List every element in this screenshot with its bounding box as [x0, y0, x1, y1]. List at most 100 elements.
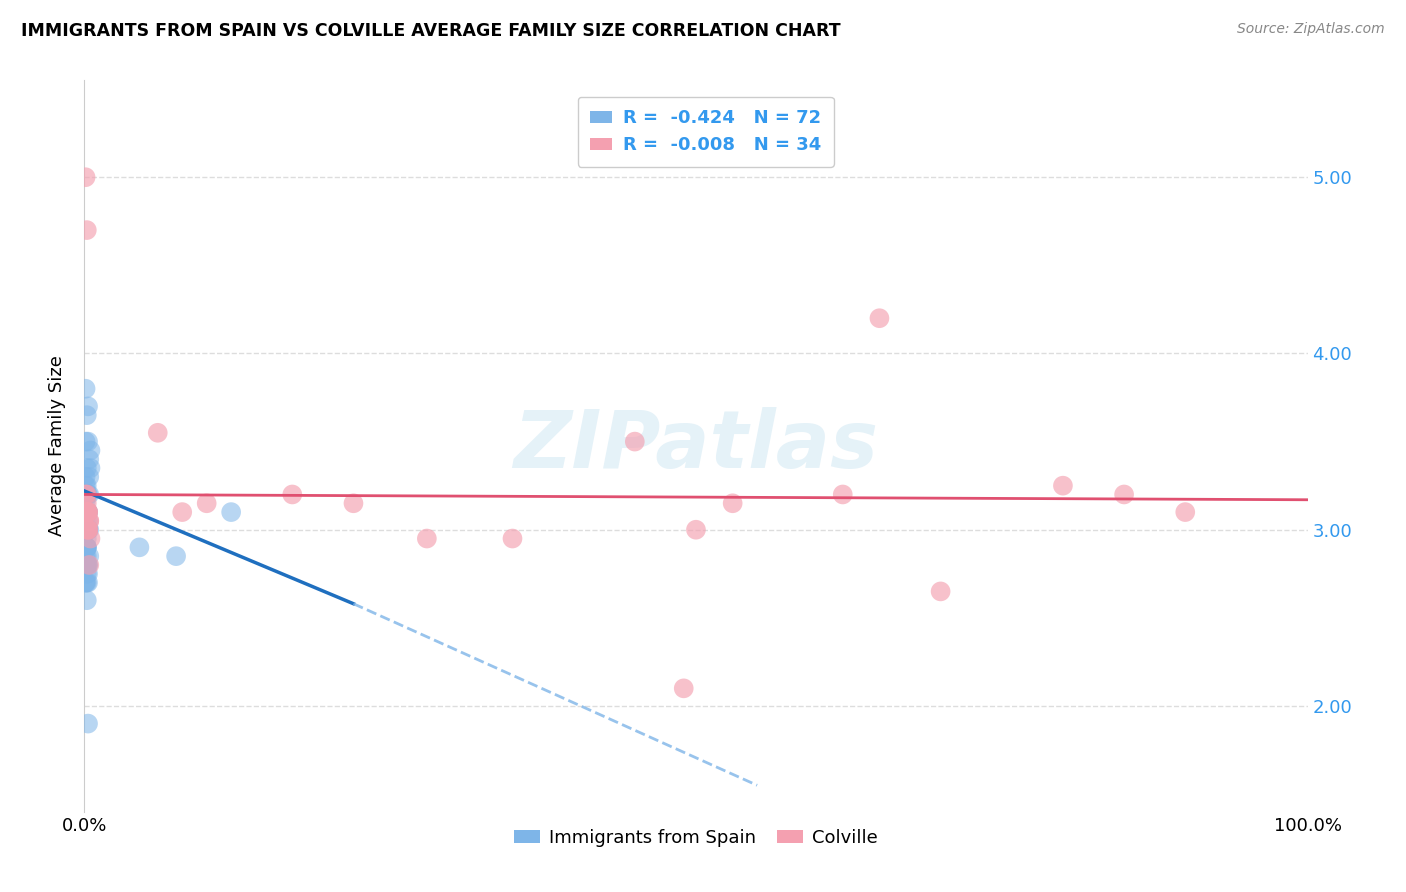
Point — [172, 505, 194, 519]
Point — [502, 532, 524, 546]
Point — [195, 496, 218, 510]
Point — [76, 487, 98, 501]
Point — [77, 400, 100, 414]
Point — [75, 541, 97, 555]
Point — [77, 558, 100, 572]
Point — [77, 558, 100, 572]
Point — [219, 505, 242, 519]
Point — [77, 505, 100, 519]
Point — [75, 514, 97, 528]
Point — [685, 523, 707, 537]
Point — [76, 523, 98, 537]
Point — [77, 514, 100, 528]
Point — [77, 523, 100, 537]
Point — [76, 523, 98, 537]
Point — [281, 487, 304, 501]
Point — [76, 558, 98, 572]
Point — [77, 523, 100, 537]
Point — [76, 523, 98, 537]
Point — [342, 496, 364, 510]
Point — [75, 487, 97, 501]
Point — [75, 170, 97, 185]
Point — [416, 532, 439, 546]
Point — [76, 505, 98, 519]
Point — [75, 523, 97, 537]
Point — [75, 382, 97, 396]
Text: Source: ZipAtlas.com: Source: ZipAtlas.com — [1237, 22, 1385, 37]
Point — [75, 523, 97, 537]
Point — [831, 487, 853, 501]
Point — [76, 566, 98, 581]
Point — [76, 478, 98, 492]
Point — [77, 470, 100, 484]
Point — [75, 541, 97, 555]
Point — [77, 514, 100, 528]
Point — [77, 523, 100, 537]
Point — [77, 523, 100, 537]
Point — [76, 223, 98, 237]
Point — [77, 487, 100, 501]
Point — [76, 541, 98, 555]
Point — [128, 541, 150, 555]
Point — [77, 434, 100, 449]
Point — [77, 505, 100, 519]
Legend: Immigrants from Spain, Colville: Immigrants from Spain, Colville — [508, 822, 884, 854]
Point — [75, 541, 97, 555]
Point — [76, 461, 98, 475]
Point — [76, 523, 98, 537]
Y-axis label: Average Family Size: Average Family Size — [48, 356, 66, 536]
Point — [75, 575, 97, 590]
Point — [77, 575, 100, 590]
Point — [76, 523, 98, 537]
Point — [77, 523, 100, 537]
Point — [76, 505, 98, 519]
Point — [75, 523, 97, 537]
Point — [1052, 478, 1074, 492]
Text: IMMIGRANTS FROM SPAIN VS COLVILLE AVERAGE FAMILY SIZE CORRELATION CHART: IMMIGRANTS FROM SPAIN VS COLVILLE AVERAG… — [21, 22, 841, 40]
Point — [76, 505, 98, 519]
Point — [1174, 505, 1197, 519]
Point — [76, 541, 98, 555]
Point — [75, 549, 97, 563]
Point — [76, 575, 98, 590]
Point — [76, 558, 98, 572]
Point — [77, 487, 100, 501]
Point — [76, 496, 98, 510]
Point — [76, 549, 98, 563]
Point — [75, 505, 97, 519]
Point — [672, 681, 695, 696]
Text: ZIPatlas: ZIPatlas — [513, 407, 879, 485]
Point — [77, 452, 100, 467]
Point — [75, 558, 97, 572]
Point — [1114, 487, 1136, 501]
Point — [76, 487, 98, 501]
Point — [77, 523, 100, 537]
Point — [77, 558, 100, 572]
Point — [79, 532, 101, 546]
Point — [77, 505, 100, 519]
Point — [624, 434, 647, 449]
Point — [77, 505, 100, 519]
Point — [76, 505, 98, 519]
Point — [79, 461, 101, 475]
Point — [76, 408, 98, 422]
Point — [77, 505, 100, 519]
Point — [79, 443, 101, 458]
Point — [75, 470, 97, 484]
Point — [75, 523, 97, 537]
Point — [77, 523, 100, 537]
Point — [75, 541, 97, 555]
Point — [721, 496, 744, 510]
Point — [76, 487, 98, 501]
Point — [75, 541, 97, 555]
Point — [76, 532, 98, 546]
Point — [77, 716, 100, 731]
Point — [77, 523, 100, 537]
Point — [75, 496, 97, 510]
Point — [76, 593, 98, 607]
Point — [76, 541, 98, 555]
Point — [75, 487, 97, 501]
Point — [869, 311, 891, 326]
Point — [929, 584, 952, 599]
Point — [75, 575, 97, 590]
